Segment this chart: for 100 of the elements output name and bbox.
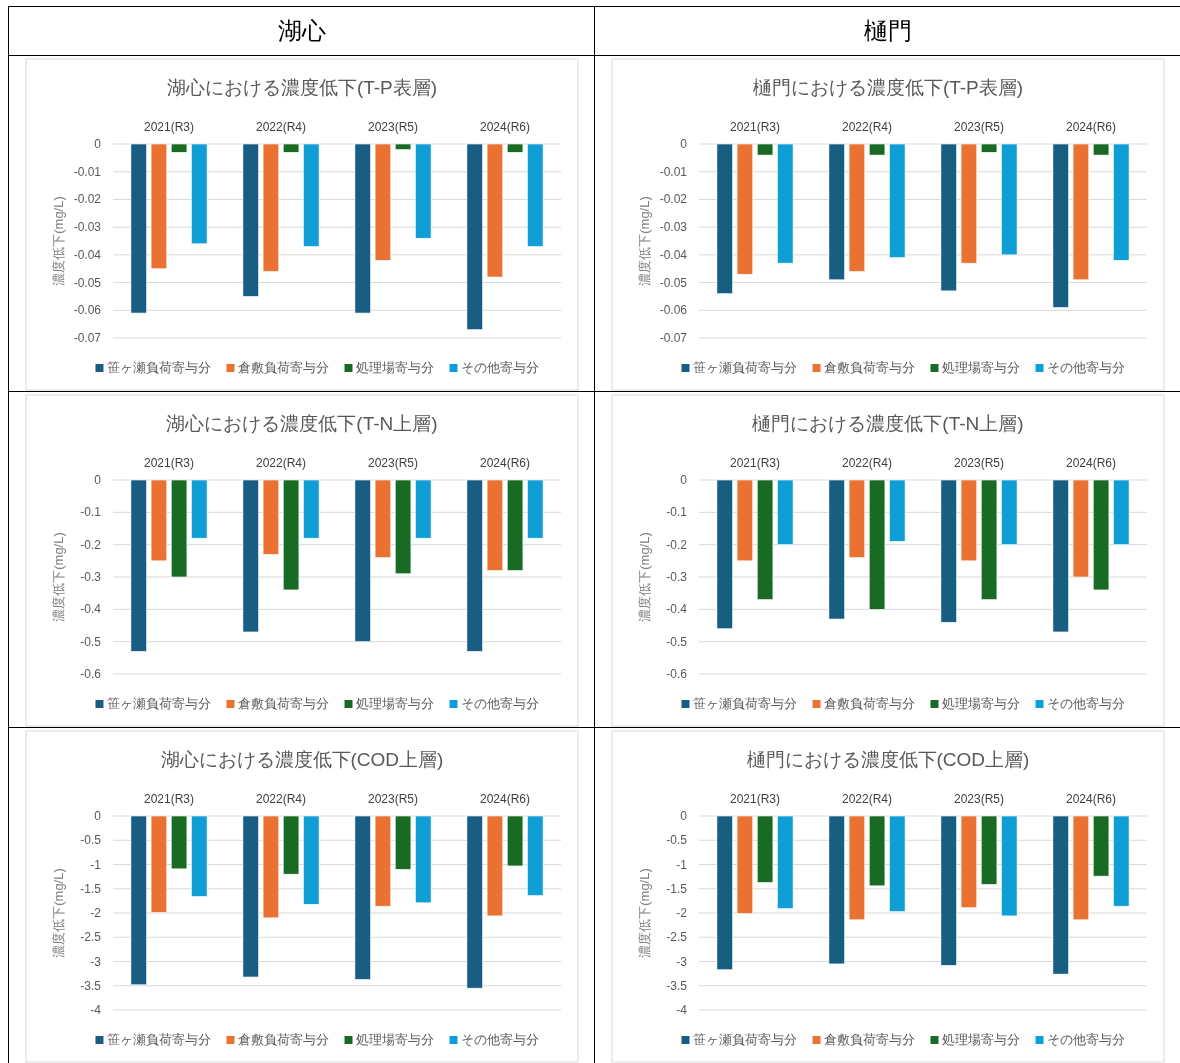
- x-tick-label: 2022(R4): [255, 120, 307, 134]
- y-tick-label: -0.01: [659, 164, 688, 179]
- y-tick-label: 0: [94, 137, 102, 151]
- chart-title: 樋門における濃度低下(T-P表層): [752, 77, 1024, 98]
- y-tick-label: -0.5: [80, 634, 102, 649]
- x-tick-label: 2023(R5): [953, 456, 1005, 470]
- legend-label: 処理場寄与分: [941, 360, 1020, 375]
- text: 湖心: [8, 6, 595, 56]
- y-tick-label: -0.03: [659, 220, 688, 235]
- y-tick-label: 0: [680, 809, 688, 823]
- y-tick-label: -0.2: [666, 537, 688, 552]
- legend-label: 処理場寄与分: [355, 1032, 434, 1047]
- y-tick-label: -0.6: [666, 667, 688, 681]
- legend-label: その他寄与分: [460, 696, 539, 711]
- legend-label: 笹ヶ瀬負荷寄与分: [692, 696, 797, 711]
- legend-label: 倉敷負荷寄与分: [237, 1032, 329, 1047]
- chart-title: 湖心における濃度低下(COD上層): [160, 749, 444, 770]
- x-tick-label: 2023(R5): [953, 120, 1005, 134]
- y-tick-label: -3: [676, 954, 688, 969]
- y-tick-label: -2: [90, 906, 102, 920]
- legend-label: 笹ヶ瀬負荷寄与分: [692, 360, 797, 375]
- legend-label: その他寄与分: [460, 360, 539, 375]
- y-tick-label: -0.3: [666, 570, 688, 584]
- legend-label: 処理場寄与分: [355, 696, 434, 711]
- y-tick-label: 0: [680, 137, 688, 151]
- y-tick-label: -1: [676, 857, 688, 872]
- x-tick-label: 2024(R6): [479, 120, 531, 134]
- y-tick-label: -0.6: [80, 667, 102, 681]
- x-tick-label: 2022(R4): [255, 456, 307, 470]
- y-tick-label: -0.2: [80, 537, 102, 552]
- y-tick-label: -2.5: [666, 930, 688, 945]
- y-tick-label: 0: [94, 473, 102, 487]
- y-tick-label: -0.07: [73, 331, 102, 345]
- x-tick-label: 2023(R5): [367, 792, 419, 806]
- legend-label: 笹ヶ瀬負荷寄与分: [106, 360, 211, 375]
- y-axis-title: 濃度低下(mg/L): [51, 868, 66, 958]
- y-tick-label: -4: [90, 1003, 102, 1017]
- y-tick-label: -0.04: [73, 247, 102, 262]
- legend-label: 処理場寄与分: [941, 696, 1020, 711]
- y-tick-label: -0.1: [80, 505, 102, 520]
- y-tick-label: -0.02: [73, 192, 102, 207]
- y-tick-label: -0.1: [666, 505, 688, 520]
- chart-title: 樋門における濃度低下(T-N上層): [752, 413, 1024, 434]
- y-tick-label: -0.05: [659, 275, 688, 290]
- x-tick-label: 2021(R3): [143, 120, 195, 134]
- legend-label: 処理場寄与分: [941, 1032, 1020, 1047]
- x-tick-label: 2022(R4): [255, 792, 307, 806]
- legend-label: 処理場寄与分: [355, 360, 434, 375]
- y-tick-label: 0: [680, 473, 688, 487]
- y-tick-label: -3.5: [666, 978, 688, 993]
- y-tick-label: -0.02: [659, 192, 688, 207]
- legend-label: その他寄与分: [1046, 1032, 1125, 1047]
- y-tick-label: -0.5: [666, 833, 688, 848]
- x-tick-label: 2023(R5): [953, 792, 1005, 806]
- y-tick-label: -3.5: [80, 978, 102, 993]
- legend-label: 笹ヶ瀬負荷寄与分: [106, 696, 211, 711]
- legend-label: その他寄与分: [1046, 696, 1125, 711]
- y-tick-label: -0.4: [80, 602, 102, 617]
- chart-title: 湖心における濃度低下(T-P表層): [166, 77, 438, 98]
- x-tick-label: 2023(R5): [367, 120, 419, 134]
- y-tick-label: -0.05: [73, 275, 102, 290]
- legend-label: 倉敷負荷寄与分: [237, 696, 329, 711]
- y-tick-label: -0.4: [666, 602, 688, 617]
- y-tick-label: -1: [90, 857, 102, 872]
- y-tick-label: -0.03: [73, 220, 102, 235]
- y-tick-label: -0.3: [80, 570, 102, 584]
- text: 樋門: [594, 6, 1180, 56]
- y-axis-title: 濃度低下(mg/L): [51, 532, 66, 622]
- legend-label: 倉敷負荷寄与分: [823, 1032, 915, 1047]
- x-tick-label: 2021(R3): [143, 456, 195, 470]
- y-tick-label: -0.06: [659, 303, 688, 318]
- y-tick-label: -2: [676, 906, 688, 920]
- y-tick-label: -0.01: [73, 164, 102, 179]
- chart-title: 湖心における濃度低下(T-N上層): [166, 413, 438, 434]
- x-tick-label: 2022(R4): [841, 792, 893, 806]
- y-tick-label: -3: [90, 954, 102, 969]
- x-tick-label: 2024(R6): [479, 792, 531, 806]
- y-axis-title: 濃度低下(mg/L): [637, 532, 652, 622]
- legend-label: 倉敷負荷寄与分: [237, 360, 329, 375]
- x-tick-label: 2023(R5): [367, 456, 419, 470]
- x-tick-label: 2024(R6): [479, 456, 531, 470]
- y-axis-title: 濃度低下(mg/L): [637, 868, 652, 958]
- legend-label: その他寄与分: [1046, 360, 1125, 375]
- y-tick-label: -1.5: [666, 881, 688, 896]
- x-tick-label: 2021(R3): [729, 120, 781, 134]
- x-tick-label: 2024(R6): [1065, 120, 1117, 134]
- legend-label: 笹ヶ瀬負荷寄与分: [692, 1032, 797, 1047]
- x-tick-label: 2024(R6): [1065, 456, 1117, 470]
- chart-title: 樋門における濃度低下(COD上層): [746, 749, 1030, 770]
- y-tick-label: -4: [676, 1003, 688, 1017]
- y-tick-label: 0: [94, 809, 102, 823]
- y-tick-label: -0.07: [659, 331, 688, 345]
- y-axis-title: 濃度低下(mg/L): [51, 196, 66, 286]
- legend-label: 笹ヶ瀬負荷寄与分: [106, 1032, 211, 1047]
- legend-label: 倉敷負荷寄与分: [823, 696, 915, 711]
- y-tick-label: -0.04: [659, 247, 688, 262]
- legend-label: 倉敷負荷寄与分: [823, 360, 915, 375]
- x-tick-label: 2021(R3): [729, 792, 781, 806]
- y-tick-label: -0.06: [73, 303, 102, 318]
- legend-label: その他寄与分: [460, 1032, 539, 1047]
